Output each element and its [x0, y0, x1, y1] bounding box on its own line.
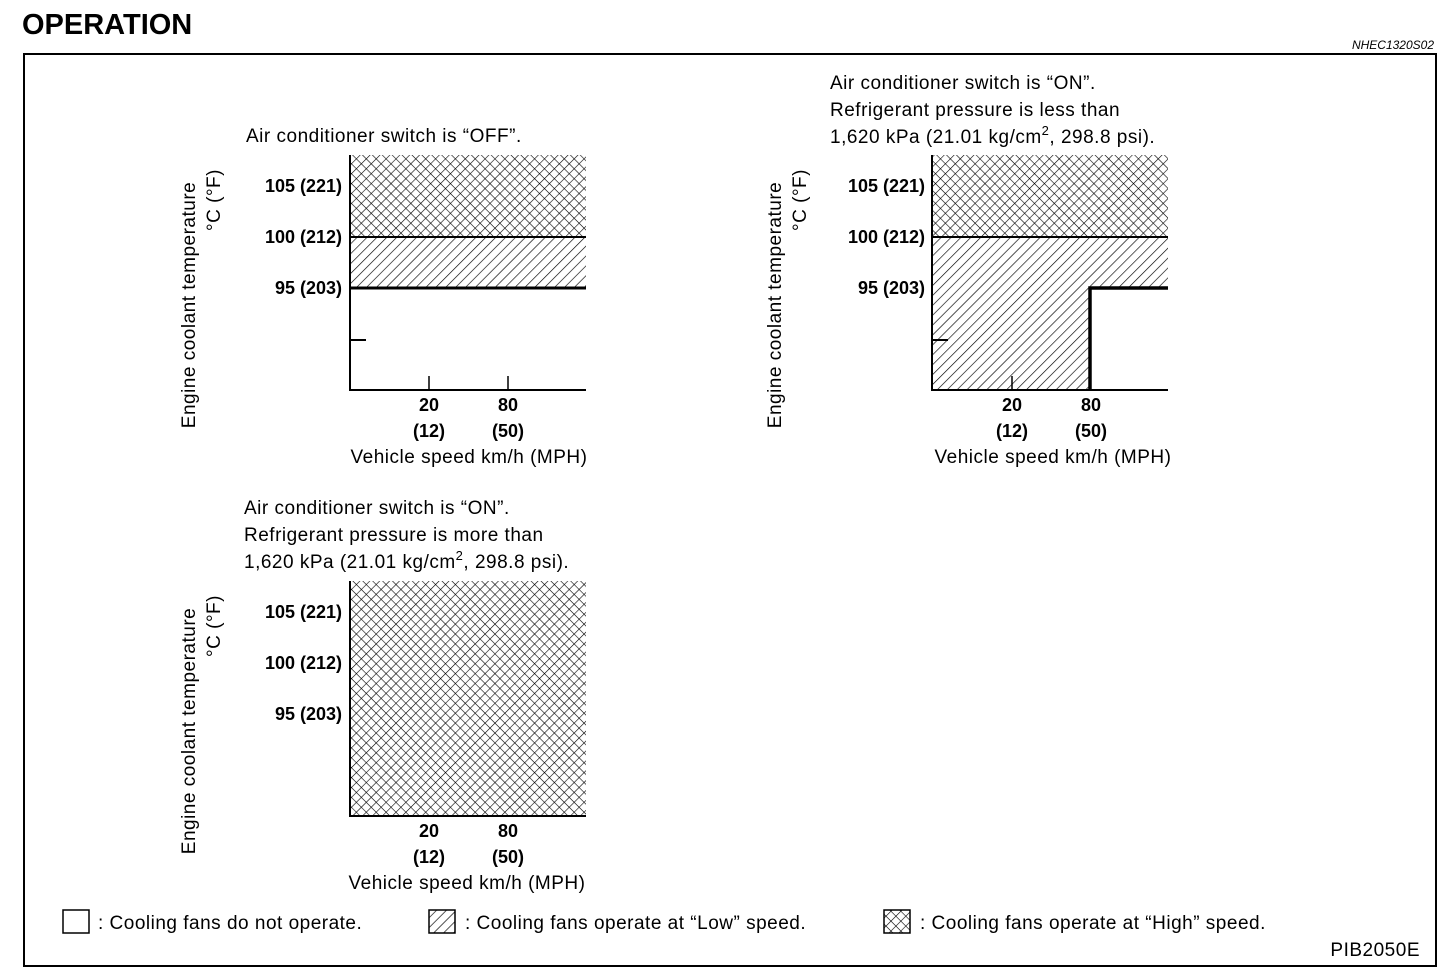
legend: : Cooling fans do not operate. : Cooling…: [62, 909, 1266, 934]
svg-text:Engine coolant temperature: Engine coolant temperature: [765, 182, 786, 428]
svg-text:20: 20: [419, 395, 439, 415]
legend-label: : Cooling fans do not operate.: [98, 913, 362, 934]
y-axis-labels: Engine coolant temperature °C (°F) 105 (…: [179, 169, 925, 854]
chart-title-line: Refrigerant pressure is less than: [830, 100, 1120, 121]
figure-frame: [23, 53, 1437, 967]
chart-ac-on-high-pressure: Air conditioner switch is “ON”. Refriger…: [244, 498, 586, 817]
chart-title-line: Refrigerant pressure is more than: [244, 525, 544, 546]
svg-text:100 (212): 100 (212): [265, 227, 342, 247]
chart-ac-on-low-pressure: Air conditioner switch is “ON”. Refriger…: [830, 73, 1168, 391]
chart-title-line: 1,620 kPa (21.01 kg/cm2, 298.8 psi).: [830, 123, 1155, 148]
figure-id: PIB2050E: [1330, 940, 1420, 961]
page-heading: OPERATION: [22, 9, 192, 41]
svg-text:80: 80: [1081, 395, 1101, 415]
svg-text:100 (212): 100 (212): [848, 227, 925, 247]
svg-text:Vehicle speed km/h (MPH): Vehicle speed km/h (MPH): [349, 873, 586, 894]
svg-text:Engine coolant temperature: Engine coolant temperature: [179, 608, 200, 854]
high-speed-zone: [932, 155, 1168, 237]
svg-text:20: 20: [1002, 395, 1022, 415]
svg-text:(12): (12): [413, 847, 445, 867]
svg-text:(50): (50): [1075, 421, 1107, 441]
svg-text:°C (°F): °C (°F): [204, 169, 225, 231]
legend-label: : Cooling fans operate at “High” speed.: [920, 913, 1266, 934]
svg-text:105 (221): 105 (221): [265, 602, 342, 622]
svg-text:100 (212): 100 (212): [265, 653, 342, 673]
chart-ac-off: Air conditioner switch is “OFF”.: [246, 126, 586, 391]
svg-text:(50): (50): [492, 847, 524, 867]
svg-text:105 (221): 105 (221): [265, 176, 342, 196]
svg-text:Vehicle speed km/h (MPH): Vehicle speed km/h (MPH): [351, 447, 588, 468]
high-speed-zone: [350, 581, 586, 816]
chart-title: Air conditioner switch is “OFF”.: [246, 126, 522, 147]
chart-title-line: 1,620 kPa (21.01 kg/cm2, 298.8 psi).: [244, 548, 569, 573]
low-speed-zone: [932, 237, 1168, 390]
high-speed-zone: [350, 155, 586, 237]
empty-box-icon: [62, 909, 90, 934]
low-speed-zone: [350, 237, 586, 288]
doc-id: NHEC1320S02: [1352, 38, 1434, 52]
svg-text:Engine coolant temperature: Engine coolant temperature: [179, 182, 200, 428]
x-axis-labels: 20 (12) 80 (50) Vehicle speed km/h (MPH)…: [349, 395, 1172, 894]
svg-text:80: 80: [498, 821, 518, 841]
svg-text:(50): (50): [492, 421, 524, 441]
legend-label: : Cooling fans operate at “Low” speed.: [465, 913, 806, 934]
svg-text:95 (203): 95 (203): [275, 278, 342, 298]
svg-text:Vehicle speed km/h (MPH): Vehicle speed km/h (MPH): [935, 447, 1172, 468]
axes: [349, 581, 586, 817]
chart-title-line: Air conditioner switch is “ON”.: [830, 73, 1096, 94]
hatched-box-icon: [428, 909, 456, 934]
svg-text:105 (221): 105 (221): [848, 176, 925, 196]
chart-title-line: Air conditioner switch is “ON”.: [244, 498, 510, 519]
svg-text:95 (203): 95 (203): [275, 704, 342, 724]
svg-text:20: 20: [419, 821, 439, 841]
svg-text:°C (°F): °C (°F): [790, 169, 811, 231]
svg-text:80: 80: [498, 395, 518, 415]
svg-text:(12): (12): [413, 421, 445, 441]
svg-text:95 (203): 95 (203): [858, 278, 925, 298]
svg-text:°C (°F): °C (°F): [204, 595, 225, 657]
crosshatched-box-icon: [883, 909, 911, 934]
axes: [931, 155, 1168, 391]
svg-text:(12): (12): [996, 421, 1028, 441]
